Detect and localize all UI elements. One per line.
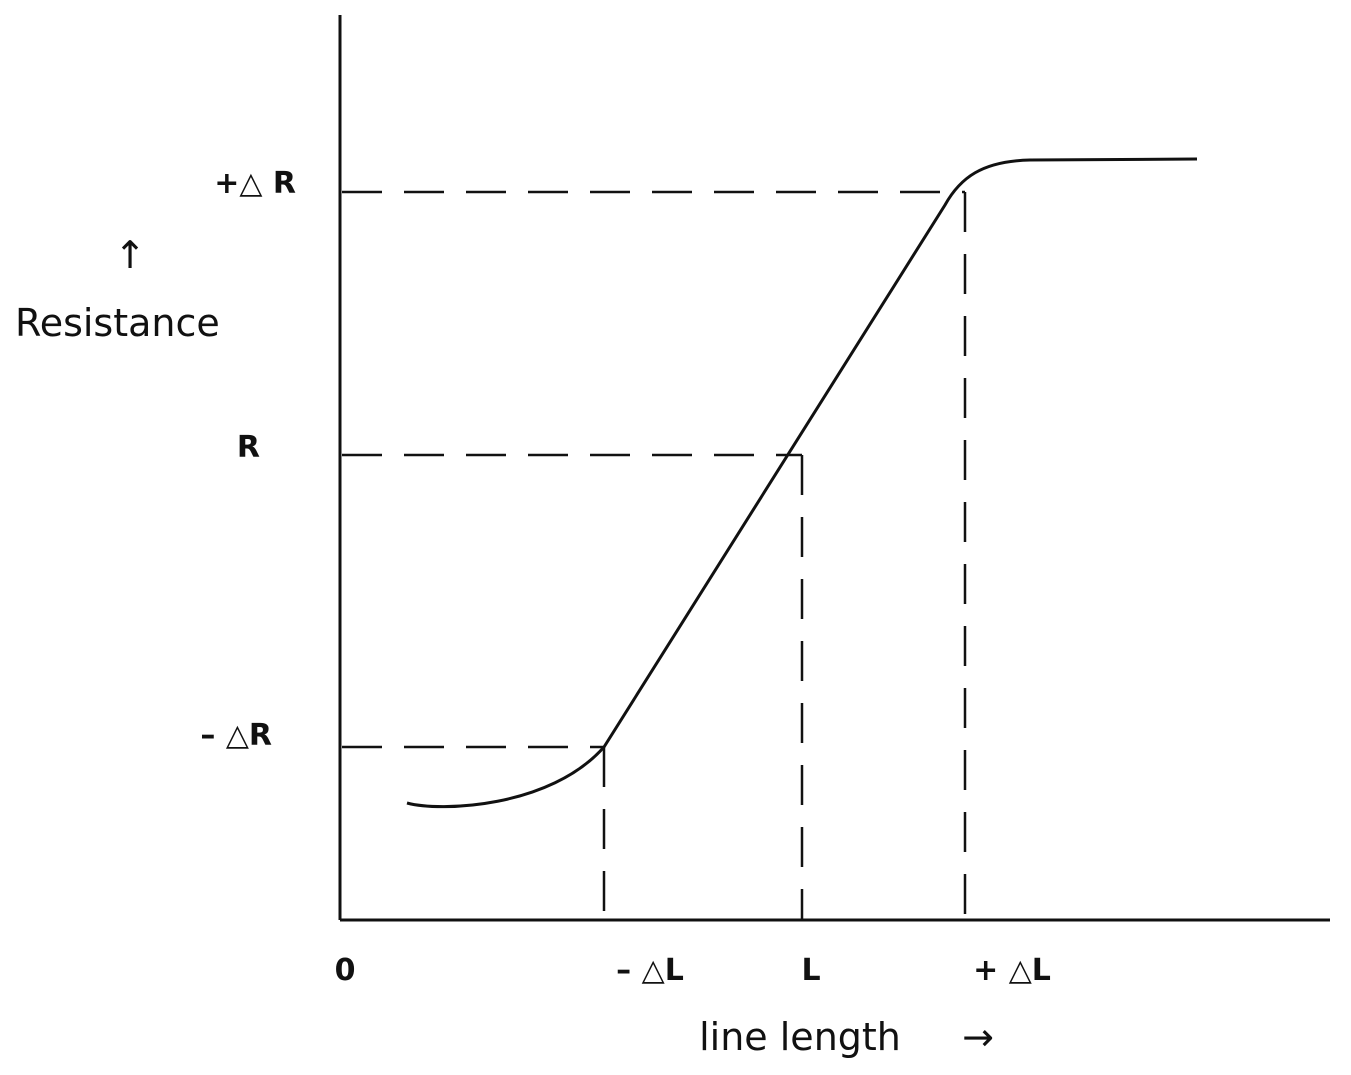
x-label: L: [801, 953, 820, 988]
y-label: +△ R: [214, 166, 296, 201]
y-label: – △R: [200, 718, 272, 753]
x-arrow: →: [962, 1015, 994, 1059]
x-label: – △L: [616, 953, 684, 988]
x-title: line length: [699, 1015, 901, 1059]
y-arrow: ↑: [114, 233, 146, 277]
x-label: + △L: [973, 953, 1051, 988]
x-label: 0: [335, 953, 356, 988]
y-label: R: [237, 430, 260, 465]
y-title: Resistance: [15, 301, 220, 345]
curve: [406, 157, 1198, 809]
